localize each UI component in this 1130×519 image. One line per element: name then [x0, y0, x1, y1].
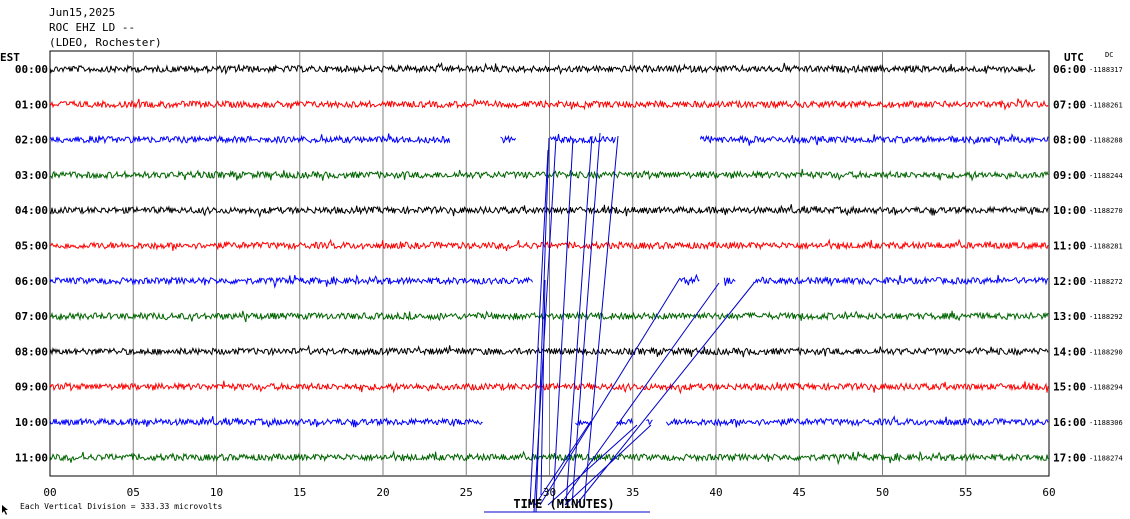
dc-offset-label: -1188274 [1089, 454, 1123, 462]
trace-line [49, 273, 1049, 289]
dc-offset-label: -1188288 [1089, 137, 1123, 145]
seismic-traces [49, 61, 1049, 466]
glitch-line [534, 420, 592, 506]
dc-offset-label: -1188294 [1089, 384, 1123, 392]
trace-line [49, 61, 1036, 75]
dc-offset-label: -1188317 [1089, 66, 1123, 74]
x-tick-label: 00 [43, 486, 56, 499]
trace-line [49, 204, 1049, 219]
glitch-line [533, 137, 557, 513]
dc-offset-label: -1188261 [1089, 101, 1123, 109]
glitch-line [575, 282, 755, 506]
utc-axis-label: UTC [1064, 51, 1084, 64]
glitch-line [535, 137, 550, 513]
utc-hour-label: 06:00 [1053, 63, 1086, 76]
dc-offset-label: -1188270 [1089, 207, 1123, 215]
glitch-line [571, 132, 601, 506]
header-station: ROC EHZ LD -- [49, 21, 135, 34]
est-hour-label: 02:00 [15, 134, 48, 147]
footer-note: Each Vertical Division = 333.33 microvol… [20, 502, 222, 511]
trace-line [49, 310, 1049, 323]
est-hour-label: 10:00 [15, 416, 48, 429]
x-tick-label: 40 [709, 486, 722, 499]
trace-line [49, 450, 1049, 466]
glitch-line [583, 135, 619, 506]
glitch-line [539, 277, 681, 506]
glitch-line [565, 135, 593, 506]
dc-offset-label: -1188272 [1089, 278, 1123, 286]
dc-offset-label: -1188306 [1089, 419, 1123, 427]
utc-hour-label: 15:00 [1053, 381, 1086, 394]
trace-line [49, 98, 1049, 111]
utc-hour-labels: 06:00 -1188317 07:00 -1188261 08:00 -1188288 0… [1053, 63, 1123, 464]
x-tick-labels: 00 05 10 15 20 25 30 35 40 45 50 55 60 [43, 486, 1055, 499]
utc-hour-label: 11:00 [1053, 240, 1086, 253]
trace-line [49, 415, 1049, 428]
mouse-cursor-icon [2, 505, 8, 515]
utc-hour-label: 13:00 [1053, 310, 1086, 323]
utc-hour-label: 08:00 [1053, 134, 1086, 147]
trace-line [49, 344, 1049, 358]
header-date: Jun15,2025 [49, 6, 115, 19]
glitch-line [552, 137, 574, 506]
trace-line [49, 133, 1049, 146]
est-hour-label: 06:00 [15, 275, 48, 288]
trace-line [49, 238, 1049, 252]
utc-hour-label: 16:00 [1053, 416, 1086, 429]
x-tick-label: 35 [626, 486, 639, 499]
x-tick-label: 25 [460, 486, 473, 499]
dc-offset-label: -1188281 [1089, 243, 1123, 251]
est-hour-label: 09:00 [15, 381, 48, 394]
x-tick-label: 15 [293, 486, 306, 499]
dc-offset-label: -1188290 [1089, 348, 1123, 356]
utc-hour-label: 07:00 [1053, 98, 1086, 111]
utc-hour-label: 10:00 [1053, 204, 1086, 217]
trace-line [49, 380, 1049, 395]
x-tick-label: 05 [127, 486, 140, 499]
glitch-line [559, 282, 720, 506]
est-hour-label: 07:00 [15, 310, 48, 323]
x-axis-title: TIME (MINUTES) [513, 497, 614, 511]
x-tick-label: 20 [376, 486, 389, 499]
x-tick-label: 30 [543, 486, 556, 499]
est-hour-label: 01:00 [15, 98, 48, 111]
est-hour-label: 04:00 [15, 204, 48, 217]
est-hour-labels: 00:00 01:00 02:00 03:00 04:00 05:00 06:00 07:00… [15, 63, 48, 464]
x-tick-label: 60 [1042, 486, 1055, 499]
est-hour-label: 11:00 [15, 451, 48, 464]
header-text: Jun15,2025 ROC EHZ LD -- (LDEO, Rocheste… [49, 6, 162, 49]
x-tick-label: 10 [210, 486, 223, 499]
plot-grid [49, 50, 1050, 477]
header-network: (LDEO, Rochester) [49, 36, 162, 49]
glitch-line [529, 149, 549, 506]
utc-hour-label: 09:00 [1053, 169, 1086, 182]
glitch-line [540, 279, 546, 496]
trace-line [49, 168, 1049, 182]
est-hour-label: 00:00 [15, 63, 48, 76]
utc-hour-label: 14:00 [1053, 345, 1086, 358]
dc-offset-label: -1188292 [1089, 313, 1123, 321]
dc-label: DC [1105, 51, 1113, 59]
x-tick-label: 50 [876, 486, 889, 499]
utc-hour-label: 17:00 [1053, 451, 1086, 464]
est-hour-label: 05:00 [15, 240, 48, 253]
glitch-line [564, 424, 652, 506]
dc-offset-label: -1188244 [1089, 172, 1123, 180]
x-tick-label: 55 [959, 486, 972, 499]
est-hour-label: 08:00 [15, 345, 48, 358]
est-axis-label: EST [0, 51, 20, 64]
utc-hour-label: 12:00 [1053, 275, 1086, 288]
glitch-lines [484, 132, 755, 513]
est-hour-label: 03:00 [15, 169, 48, 182]
x-tick-label: 45 [793, 486, 806, 499]
glitch-line [547, 424, 638, 506]
